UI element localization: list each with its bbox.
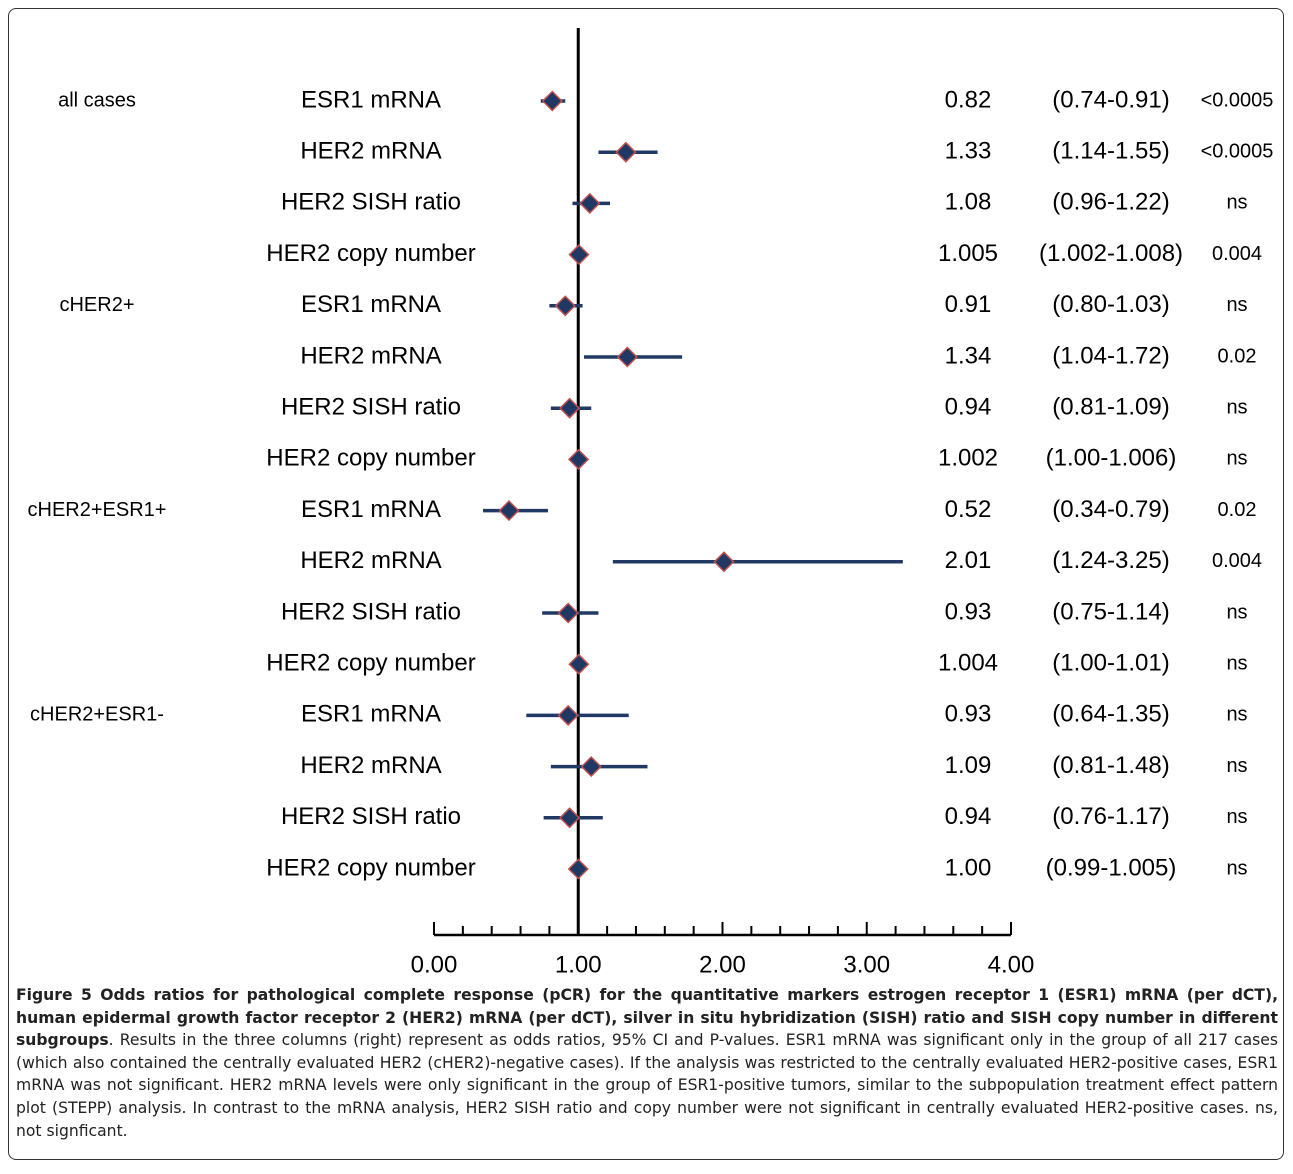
ci-value: (0.64-1.35) [1052,701,1169,728]
figure-caption: Figure 5 Odds ratios for pathological co… [16,984,1278,1142]
ci-value: (1.00-1.01) [1052,650,1169,677]
p-value: ns [1226,192,1247,214]
ci-value: (1.24-3.25) [1052,547,1169,574]
ci-value: (1.04-1.72) [1052,342,1169,369]
variable-label: ESR1 mRNA [301,496,441,523]
figure-frame [8,8,1284,1160]
ci-value: (0.74-0.91) [1052,86,1169,113]
or-value: 0.91 [945,291,992,318]
or-marker [615,141,637,163]
x-tick-label: 0.00 [411,951,458,978]
or-value: 2.01 [945,547,992,574]
or-marker [568,244,590,266]
p-value: ns [1226,294,1247,316]
p-value: ns [1226,704,1247,726]
or-value: 1.34 [945,342,992,369]
x-tick-label: 1.00 [555,951,602,978]
variable-label: HER2 SISH ratio [281,394,461,421]
x-axis: 0.00 1.00 2.00 3.00 4.00 [411,922,1035,978]
p-value: 0.004 [1212,550,1262,572]
or-marker [567,448,590,470]
forest-plot: all cases ESR1 mRNA 0.82 (0.74-0.91) <0.0005… [28,28,1274,978]
ci-value: (1.002-1.008) [1039,240,1183,267]
p-value: ns [1226,755,1247,777]
x-tick-label: 4.00 [988,951,1035,978]
or-marker [579,192,601,214]
forest-rows: all cases ESR1 mRNA 0.82 (0.74-0.91) <0.0005… [28,28,1274,935]
p-value: ns [1226,806,1247,828]
x-tick-label: 3.00 [843,951,890,978]
variable-label: HER2 SISH ratio [281,598,461,625]
or-marker [616,346,638,368]
variable-label: HER2 mRNA [300,752,441,779]
or-value: 1.005 [938,240,998,267]
p-value: ns [1226,601,1247,623]
or-value: 0.94 [945,803,992,830]
or-value: 1.08 [945,189,992,216]
variable-label: HER2 SISH ratio [281,803,461,830]
p-value: ns [1226,396,1247,418]
ci-value: (0.81-1.48) [1052,752,1169,779]
variable-label: ESR1 mRNA [301,291,441,318]
variable-label: HER2 mRNA [300,547,441,574]
ci-value: (0.34-0.79) [1052,496,1169,523]
or-marker [567,858,589,880]
ci-value: (0.81-1.09) [1052,394,1169,421]
or-value: 1.004 [938,650,998,677]
or-value: 0.82 [945,86,992,113]
or-value: 1.002 [938,445,998,472]
or-value: 0.93 [945,598,992,625]
or-value: 1.09 [945,752,992,779]
variable-label: HER2 copy number [266,650,475,677]
p-value: ns [1226,448,1247,470]
variable-label: ESR1 mRNA [301,86,441,113]
variable-label: ESR1 mRNA [301,701,441,728]
p-value: ns [1226,857,1247,879]
p-value: 0.02 [1218,499,1257,521]
ci-value: (0.99-1.005) [1046,854,1177,881]
variable-label: HER2 mRNA [300,342,441,369]
or-marker [559,807,581,829]
p-value: 0.004 [1212,243,1262,265]
x-tick-label: 2.00 [699,951,746,978]
or-marker [713,551,735,573]
or-value: 0.93 [945,701,992,728]
or-marker [554,295,576,317]
p-value: 0.02 [1218,345,1257,367]
p-value: ns [1226,652,1247,674]
caption-body: . Results in the three columns (right) r… [16,1031,1278,1140]
or-marker [568,653,590,675]
p-value: <0.0005 [1201,140,1274,162]
ci-value: (1.00-1.006) [1046,445,1177,472]
ci-value: (0.76-1.17) [1052,803,1169,830]
or-marker [580,756,602,778]
group-label: all cases [58,89,136,111]
or-marker [557,602,579,624]
group-label: cHER2+ESR1+ [28,499,167,521]
or-value: 1.33 [945,138,992,165]
ci-value: (0.96-1.22) [1052,189,1169,216]
or-value: 0.52 [945,496,992,523]
or-value: 0.94 [945,394,992,421]
variable-label: HER2 mRNA [300,138,441,165]
p-value: <0.0005 [1201,89,1274,111]
or-marker [498,500,520,522]
or-marker [559,397,581,419]
ci-value: (1.14-1.55) [1052,138,1169,165]
variable-label: HER2 copy number [266,445,475,472]
variable-label: HER2 copy number [266,240,475,267]
or-marker [541,90,563,112]
or-value: 1.00 [945,854,992,881]
or-marker [557,704,579,726]
variable-label: HER2 SISH ratio [281,189,461,216]
variable-label: HER2 copy number [266,854,475,881]
caption-heading: Figure 5 Odds ratios for pathological co… [16,986,1278,1050]
ci-value: (0.75-1.14) [1052,598,1169,625]
group-label: cHER2+ESR1- [30,704,164,726]
ci-value: (0.80-1.03) [1052,291,1169,318]
group-label: cHER2+ [59,294,134,316]
